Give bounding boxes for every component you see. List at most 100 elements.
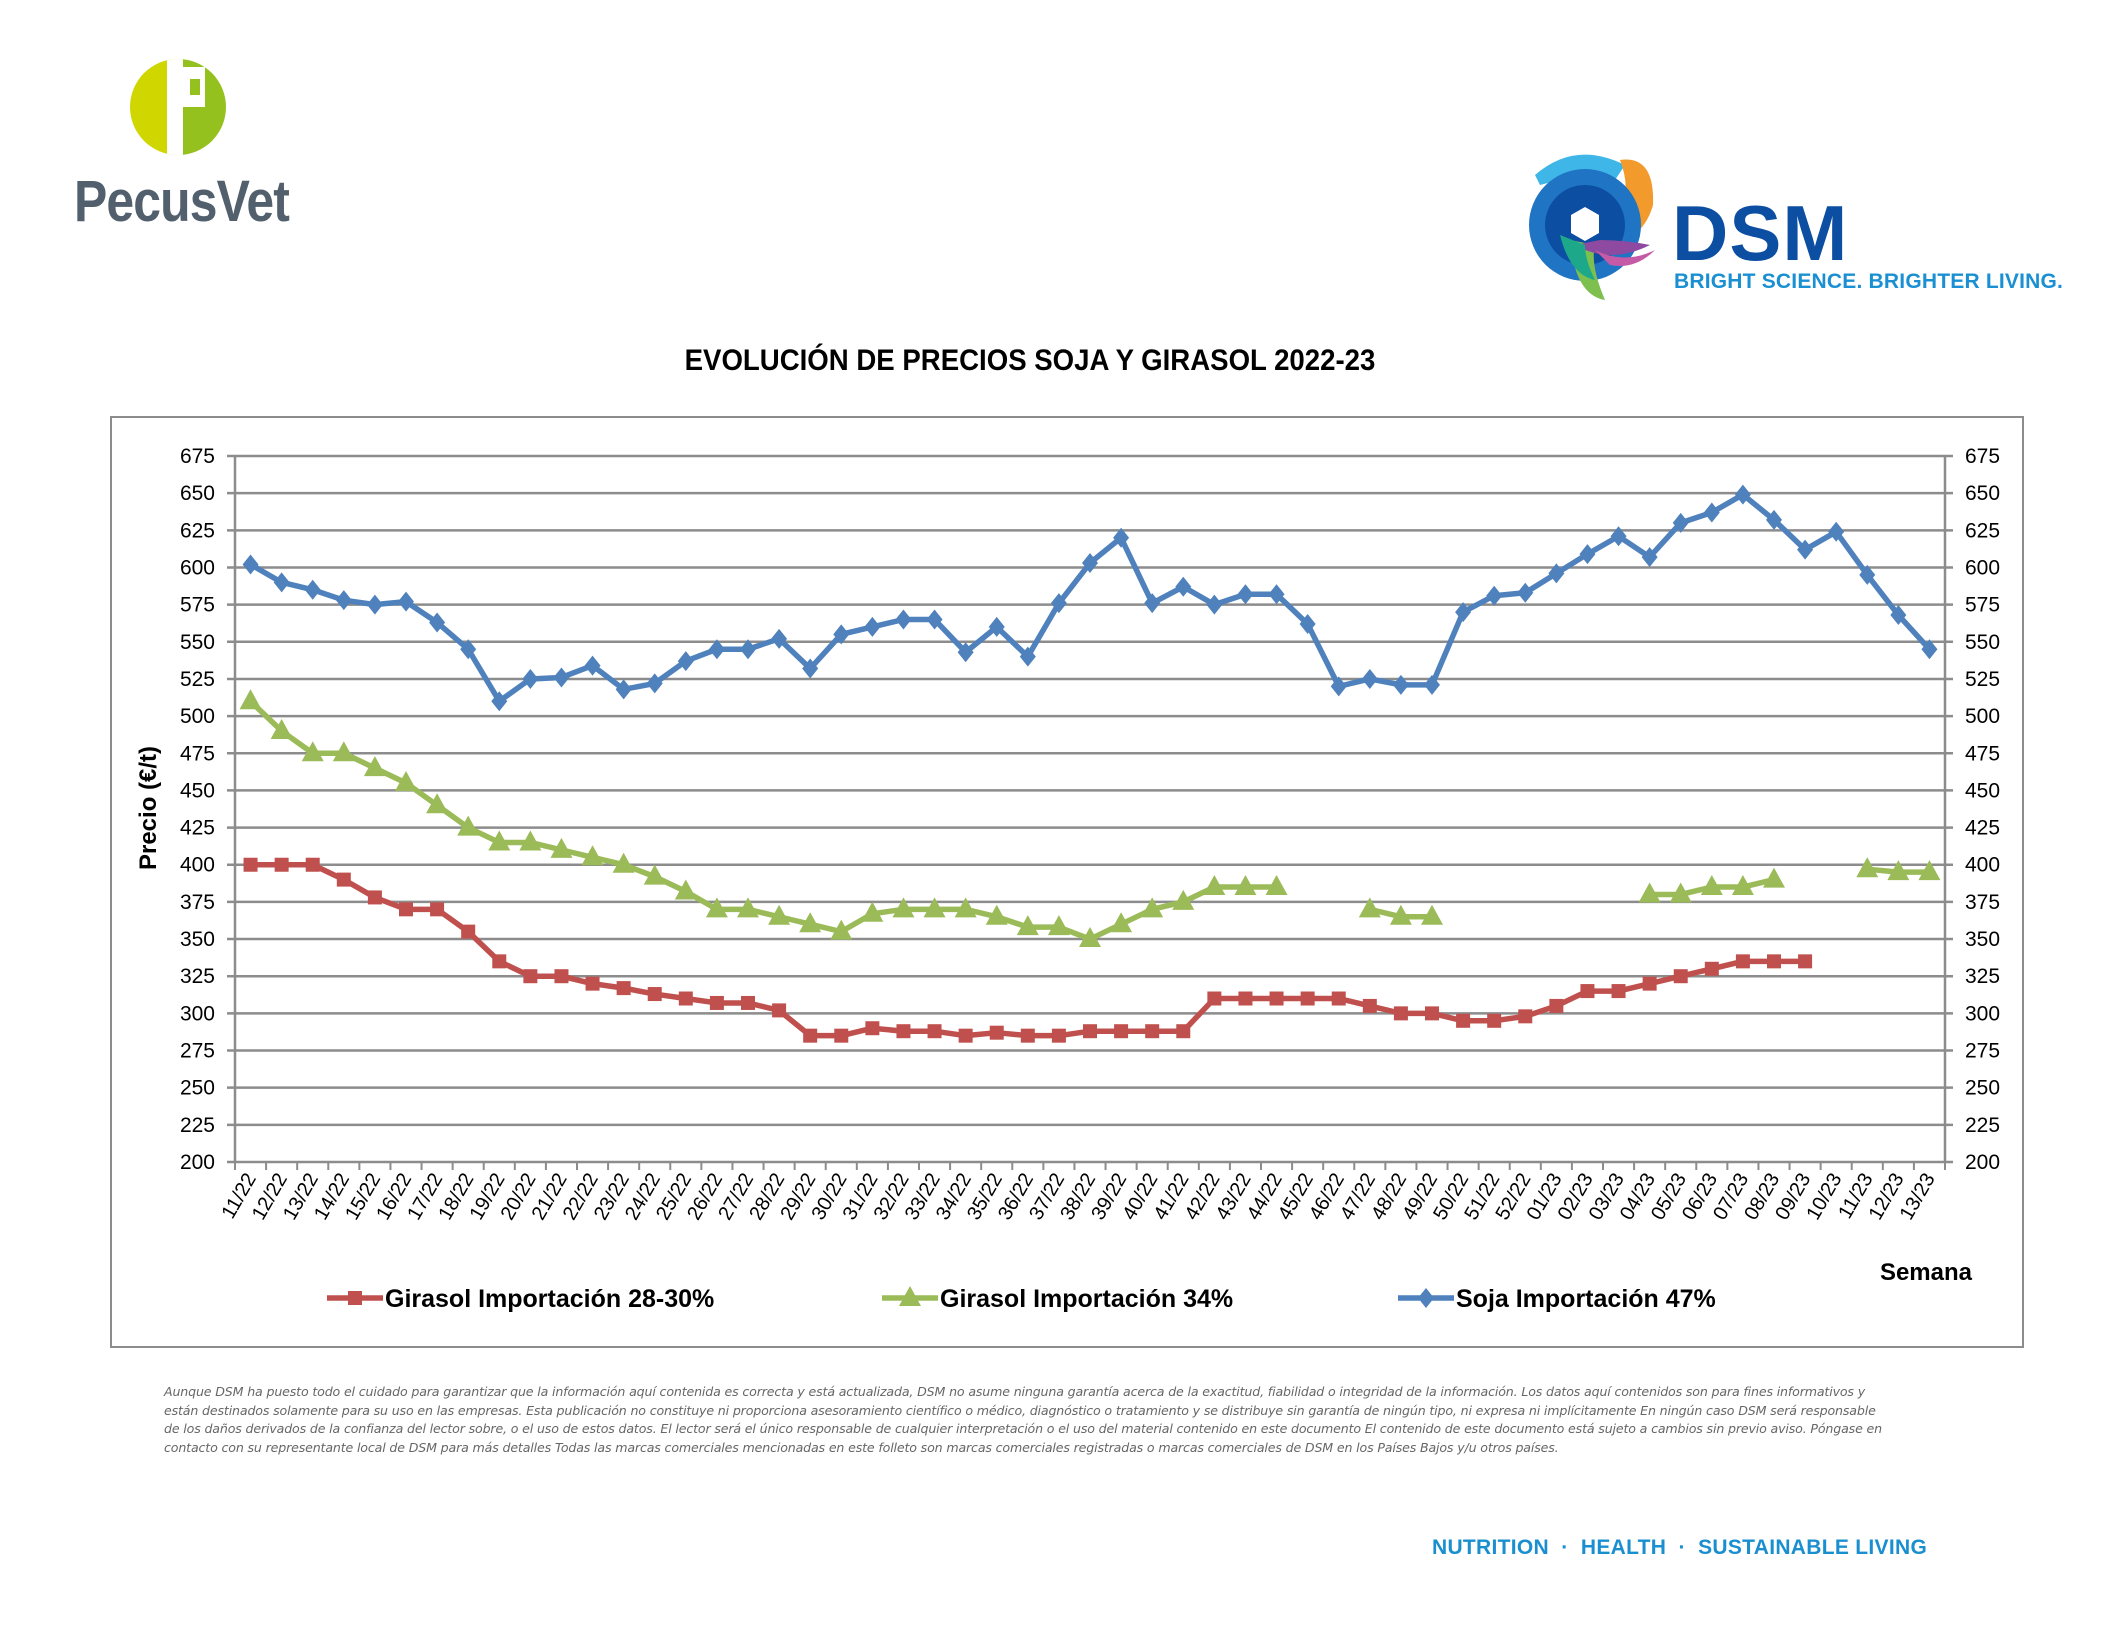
data-point-diamond	[1050, 593, 1067, 614]
y-tick-label: 650	[1965, 482, 2000, 505]
data-point-square	[1487, 1013, 1502, 1028]
y-tick-label: 250	[180, 1077, 215, 1100]
data-point-square	[616, 981, 631, 996]
data-point-square	[1083, 1024, 1097, 1039]
data-point-triangle	[737, 897, 759, 918]
data-point-square	[399, 902, 413, 917]
data-point-square	[709, 995, 724, 1010]
series-girasol-importaci-n-28-30-	[243, 857, 1813, 1043]
y-tick-label: 250	[1965, 1077, 2000, 1100]
data-point-triangle	[1669, 882, 1692, 903]
data-point-square	[430, 902, 445, 917]
y-tick-label: 625	[1965, 519, 2000, 542]
y-tick-label: 575	[1965, 594, 2000, 617]
data-point-triangle	[1234, 875, 1257, 896]
data-point-diamond	[366, 594, 383, 615]
data-point-square	[1362, 998, 1377, 1013]
data-point-square	[1518, 1009, 1533, 1024]
data-point-diamond	[1921, 639, 1938, 660]
legend-item: Soja Importación 47%	[1398, 1285, 1716, 1313]
data-point-triangle	[1172, 889, 1195, 910]
data-point-diamond	[1175, 576, 1192, 597]
data-point-square	[1393, 1006, 1408, 1021]
data-point-square	[927, 1024, 942, 1039]
y-axis-left-ticks: 200 225 250 275 300 325 350 375 400 425 450 475 500 5…	[180, 445, 215, 1174]
legend-label: Girasol Importación 28-30%	[385, 1285, 714, 1313]
data-point-square	[772, 1003, 787, 1018]
y-tick-label: 425	[180, 817, 215, 840]
data-point-diamond	[1455, 602, 1472, 623]
data-point-diamond	[615, 679, 632, 700]
y-tick-label: 400	[1965, 854, 2000, 877]
data-point-diamond	[491, 691, 508, 712]
data-point-diamond	[1424, 674, 1440, 695]
data-point-triangle	[519, 830, 542, 851]
data-point-square	[367, 890, 382, 905]
data-point-square	[585, 976, 600, 991]
data-point-triangle	[395, 770, 417, 791]
data-point-square	[336, 872, 351, 887]
y-tick-label: 200	[180, 1151, 215, 1174]
data-point-diamond	[1019, 646, 1036, 667]
data-point-triangle	[488, 830, 511, 851]
data-point-square	[1269, 991, 1284, 1006]
y-tick-label: 475	[1965, 742, 2000, 765]
data-point-diamond	[1299, 613, 1316, 634]
y-tick-label: 675	[1965, 445, 2000, 468]
data-point-diamond	[1418, 1288, 1434, 1308]
data-point-triangle	[954, 897, 977, 918]
data-point-diamond	[242, 554, 259, 575]
data-point-triangle	[1141, 897, 1164, 918]
y-tick-label: 400	[180, 854, 215, 877]
data-point-square	[1425, 1006, 1439, 1021]
y-tick-label: 350	[1965, 928, 2000, 951]
data-point-triangle	[239, 689, 262, 710]
data-point-square	[1207, 991, 1222, 1006]
data-point-triangle	[923, 897, 946, 918]
data-point-triangle	[612, 852, 635, 873]
y-tick-label: 575	[180, 594, 215, 617]
y-tick-label: 225	[1965, 1114, 2000, 1137]
y-tick-label: 625	[180, 519, 215, 542]
data-point-triangle	[899, 1286, 921, 1306]
data-point-triangle	[643, 864, 666, 885]
legend: Girasol Importación 28-30% Girasol Import…	[327, 1285, 1716, 1313]
y-tick-label: 300	[180, 1002, 215, 1025]
data-point-square	[1704, 961, 1719, 976]
data-point-diamond	[1734, 484, 1751, 505]
y-axis-title: Precio (€/t)	[135, 746, 162, 870]
data-point-triangle	[581, 845, 604, 866]
data-point-diamond	[802, 658, 819, 679]
data-point-square	[1114, 1024, 1129, 1039]
legend-item: Girasol Importación 34%	[882, 1285, 1233, 1313]
data-point-square	[1456, 1013, 1471, 1028]
y-tick-label: 550	[1965, 631, 2000, 654]
data-point-diamond	[1082, 553, 1098, 574]
data-point-triangle	[705, 897, 728, 918]
data-point-triangle	[768, 904, 791, 925]
series-line	[248, 699, 1277, 942]
data-point-diamond	[833, 624, 850, 645]
data-point-diamond	[304, 579, 321, 600]
y-tick-label: 525	[180, 668, 215, 691]
data-point-square	[647, 987, 662, 1002]
disclaimer-text: Aunque DSM ha puesto todo el cuidado par…	[164, 1384, 1882, 1455]
y-tick-label: 225	[180, 1114, 215, 1137]
data-point-diamond	[1859, 564, 1876, 585]
data-point-triangle	[892, 897, 915, 918]
y-tick-label: 200	[1965, 1151, 2000, 1174]
axes	[233, 456, 1947, 1170]
y-tick-label: 375	[1965, 891, 2000, 914]
data-point-triangle	[363, 756, 386, 777]
data-point-square	[274, 857, 289, 872]
data-point-square	[1300, 991, 1315, 1006]
series-girasol-importaci-n-34-	[239, 689, 1941, 948]
data-point-triangle	[1016, 915, 1039, 936]
data-point-triangle	[1203, 875, 1226, 896]
data-point-square	[1611, 984, 1626, 999]
x-axis-title: Semana	[1880, 1259, 1973, 1286]
series-line	[250, 861, 1806, 1039]
data-point-diamond	[740, 639, 756, 660]
pecusvet-brand-name: PecusVet	[74, 169, 290, 234]
